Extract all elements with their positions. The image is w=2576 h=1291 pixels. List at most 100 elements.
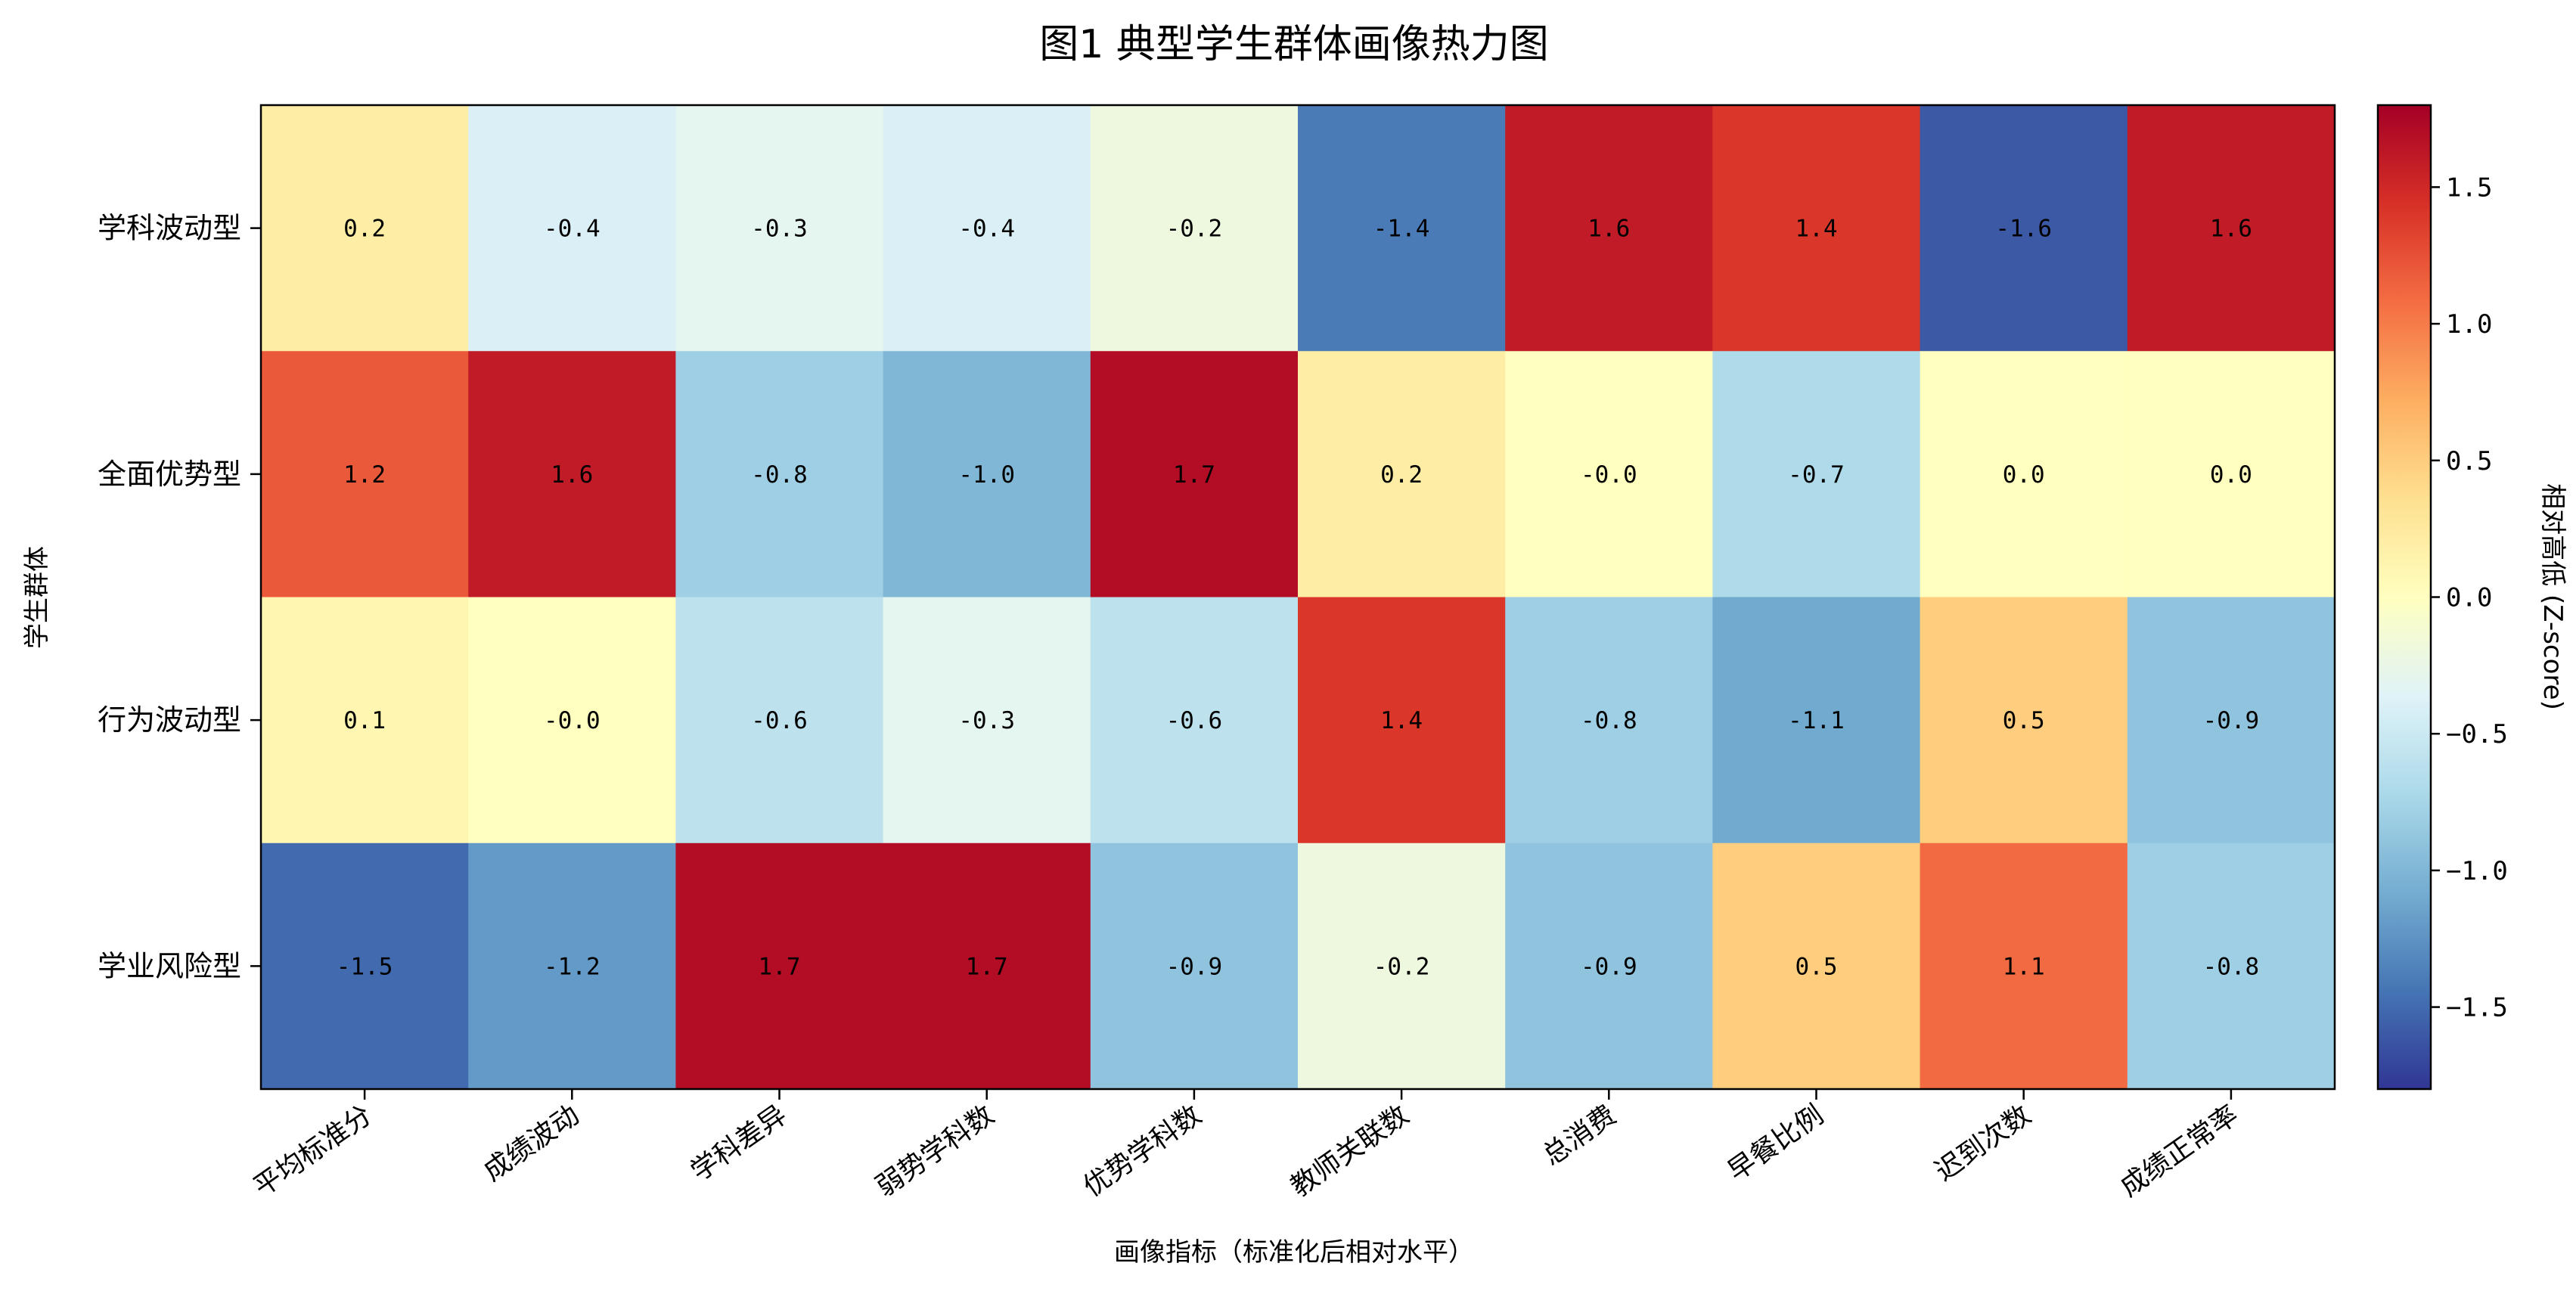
x-tick-label: 教师关联数 (1285, 1100, 1414, 1203)
cell-value-label: 1.7 (759, 953, 801, 980)
cell-value-label: 1.4 (1380, 707, 1423, 734)
colorbar-ticks: −1.5 −1.0 −0.5 0.0 0.5 1.0 1.5 (2431, 172, 2508, 1023)
heatmap-cell-labels: 0.2 -0.4 -0.3 -0.4 -0.2 -1.4 1.6 1.4 -1.6 1.6 1.2 1… (337, 216, 2259, 981)
chart-title: 图1 典型学生群体画像热力图 (1039, 22, 1549, 67)
heatmap-cell (1920, 597, 2128, 844)
heatmap-cell (1712, 105, 1921, 352)
colorbar (2376, 104, 2432, 1091)
heatmap-cell (261, 597, 469, 844)
cell-value-label: -0.9 (1166, 953, 1223, 980)
heatmap-cell (1920, 351, 2128, 598)
heatmap-cell (1090, 105, 1299, 352)
cell-value-label: -1.1 (1788, 707, 1845, 734)
x-tick-label: 平均标准分 (248, 1100, 377, 1203)
heatmap-cell (2127, 351, 2335, 598)
x-tick-label: 优势学科数 (1078, 1100, 1207, 1203)
x-tick-label: 弱势学科数 (871, 1100, 1000, 1203)
heatmap-cell (1505, 597, 1713, 844)
cell-value-label: 1.2 (343, 461, 386, 489)
cell-value-label: 1.7 (966, 953, 1008, 980)
x-tick-label: 迟到次数 (1929, 1100, 2036, 1187)
heatmap-cell (883, 597, 1091, 844)
heatmap-cell (2127, 597, 2335, 844)
heatmap-cell (468, 105, 676, 352)
heatmap-cell (2127, 843, 2335, 1090)
cell-value-label: -0.3 (958, 707, 1015, 734)
heatmap-cell (1920, 843, 2128, 1090)
cell-value-label: 1.7 (1173, 461, 1215, 489)
cell-value-label: -1.5 (337, 953, 393, 980)
heatmap-cell (261, 843, 469, 1090)
heatmap-cell (1298, 597, 1506, 844)
heatmap-cell (1505, 351, 1713, 598)
cell-value-label: -0.0 (544, 707, 601, 734)
heatmap-cell (2127, 105, 2335, 352)
cell-value-label: 0.0 (2210, 461, 2252, 489)
cell-value-label: -0.9 (2203, 707, 2260, 734)
heatmap-cell (1505, 843, 1713, 1090)
heatmap-cell (468, 597, 676, 844)
cell-value-label: 0.2 (1380, 461, 1423, 489)
heatmap-cell (1712, 351, 1921, 598)
y-tick-label: 学业风险型 (98, 949, 241, 982)
heatmap-cell (1298, 105, 1506, 352)
colorbar-tick-label: 1.0 (2446, 309, 2492, 340)
heatmap-cell (883, 351, 1091, 598)
cell-value-label: 1.6 (551, 461, 593, 489)
y-tick-label: 行为波动型 (98, 703, 241, 737)
heatmap-cell (883, 105, 1091, 352)
colorbar-tick-label: 0.5 (2446, 446, 2492, 476)
cell-value-label: -0.8 (751, 461, 808, 489)
heatmap-cell (1298, 351, 1506, 598)
cell-value-label: 0.5 (1795, 953, 1838, 980)
plot-frame (259, 104, 2336, 1091)
heatmap-cell (1505, 105, 1713, 352)
cell-value-label: 0.2 (343, 216, 386, 243)
x-tick-label: 学科差异 (685, 1100, 792, 1187)
colorbar-tick-label: 1.5 (2446, 172, 2492, 203)
cell-value-label: -0.4 (544, 216, 601, 243)
heatmap-cell (468, 843, 676, 1090)
heatmap-cell (675, 843, 884, 1090)
cell-value-label: -0.6 (751, 707, 808, 734)
heatmap-cell (261, 105, 469, 352)
heatmap-cell (1090, 351, 1299, 598)
x-axis-label: 画像指标（标准化后相对水平） (1114, 1237, 1474, 1268)
x-tick-label: 成绩正常率 (2115, 1100, 2244, 1203)
heatmap-cell (1090, 597, 1299, 844)
cell-value-label: -0.6 (1166, 707, 1223, 734)
cell-value-label: -0.4 (958, 216, 1015, 243)
cell-value-label: 1.4 (1795, 216, 1838, 243)
cell-value-label: -0.8 (1581, 707, 1637, 734)
y-tick-label: 全面优势型 (98, 458, 241, 491)
cell-value-label: 0.5 (2003, 707, 2045, 734)
heatmap-cell (675, 351, 884, 598)
heatmap-cell (675, 597, 884, 844)
x-axis-ticks: 平均标准分 成绩波动 学科差异 弱势学科数 优势学科数 教师关联数 总消费 早餐比例 迟到次数成… (248, 1089, 2244, 1203)
x-tick-label: 成绩波动 (478, 1100, 585, 1187)
cell-value-label: -0.0 (1581, 461, 1637, 489)
cell-value-label: -0.9 (1581, 953, 1637, 980)
cell-value-label: -1.6 (1995, 216, 2052, 243)
heatmap-cell (1298, 843, 1506, 1090)
x-tick-label: 早餐比例 (1722, 1100, 1829, 1187)
y-tick-label: 学科波动型 (98, 212, 241, 245)
cell-value-label: -0.7 (1788, 461, 1845, 489)
heatmap-cell (675, 105, 884, 352)
cell-value-label: -0.8 (2203, 953, 2260, 980)
cell-value-label: 0.1 (343, 707, 386, 734)
cell-value-label: -1.4 (1373, 216, 1430, 243)
heatmap-cells (261, 105, 2335, 1090)
cell-value-label: -0.3 (751, 216, 808, 243)
colorbar-tick-label: −1.5 (2446, 993, 2508, 1023)
heatmap-cell (468, 351, 676, 598)
heatmap-cell (883, 843, 1091, 1090)
x-tick-label: 总消费 (1537, 1100, 1622, 1172)
cell-value-label: -1.0 (958, 461, 1015, 489)
colorbar-tick-label: 0.0 (2446, 583, 2492, 613)
heatmap-cell (1712, 597, 1921, 844)
colorbar-tick-label: −0.5 (2446, 719, 2508, 749)
cell-value-label: -1.2 (544, 953, 601, 980)
